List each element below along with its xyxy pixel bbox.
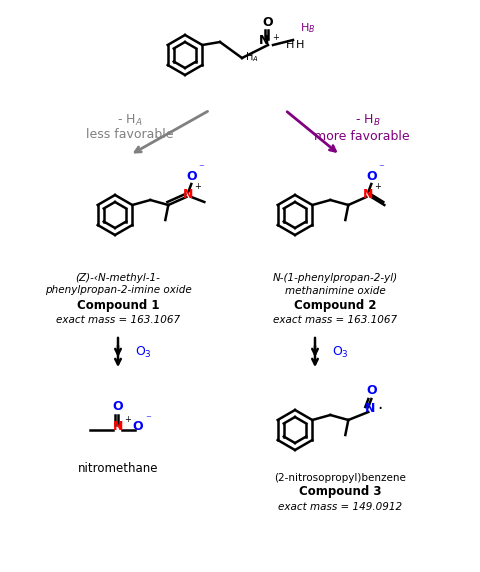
Text: H$_B$: H$_B$ — [300, 21, 316, 35]
Text: exact mass = 163.1067: exact mass = 163.1067 — [273, 315, 397, 325]
Text: phenylpropan-2-imine oxide: phenylpropan-2-imine oxide — [45, 285, 192, 295]
Text: O: O — [186, 169, 197, 182]
Text: N: N — [363, 188, 373, 201]
Text: O$_3$: O$_3$ — [135, 344, 152, 360]
Text: +: + — [374, 182, 381, 191]
Text: O: O — [263, 15, 273, 29]
Text: O: O — [113, 400, 123, 414]
Text: N: N — [113, 420, 123, 434]
Text: nitromethane: nitromethane — [78, 462, 158, 475]
Text: (2-nitrosopropyl)benzene: (2-nitrosopropyl)benzene — [274, 473, 406, 483]
Text: +: + — [194, 182, 201, 191]
Text: ⁻: ⁻ — [198, 163, 204, 173]
Text: Compound 1: Compound 1 — [77, 299, 159, 312]
Text: O: O — [132, 420, 144, 434]
Text: N: N — [259, 34, 269, 47]
Text: +: + — [272, 33, 279, 42]
Text: less favorable: less favorable — [86, 129, 174, 141]
Text: (Z)-‹N-methyl-1-: (Z)-‹N-methyl-1- — [75, 273, 160, 283]
Text: H: H — [296, 40, 304, 50]
Text: N-(1-phenylpropan-2-yl): N-(1-phenylpropan-2-yl) — [273, 273, 397, 283]
Text: H$_A$: H$_A$ — [245, 50, 259, 64]
Text: - H$_B$: - H$_B$ — [355, 113, 381, 128]
Text: exact mass = 149.0912: exact mass = 149.0912 — [278, 502, 402, 512]
Text: exact mass = 163.1067: exact mass = 163.1067 — [56, 315, 180, 325]
Text: more favorable: more favorable — [314, 129, 410, 142]
Text: ⁻: ⁻ — [378, 163, 384, 173]
Text: N: N — [183, 188, 193, 201]
Text: ⁻: ⁻ — [145, 414, 151, 424]
Text: N: N — [365, 403, 375, 415]
Text: - H$_A$: - H$_A$ — [117, 113, 143, 128]
Text: +: + — [124, 415, 131, 424]
Text: Compound 2: Compound 2 — [294, 299, 376, 312]
Text: O: O — [366, 169, 377, 182]
Text: Compound 3: Compound 3 — [299, 486, 381, 499]
Text: methanimine oxide: methanimine oxide — [285, 286, 385, 296]
Text: O$_3$: O$_3$ — [332, 344, 349, 360]
Text: ·: · — [377, 400, 383, 418]
Text: H: H — [286, 40, 294, 50]
Text: O: O — [366, 384, 377, 398]
